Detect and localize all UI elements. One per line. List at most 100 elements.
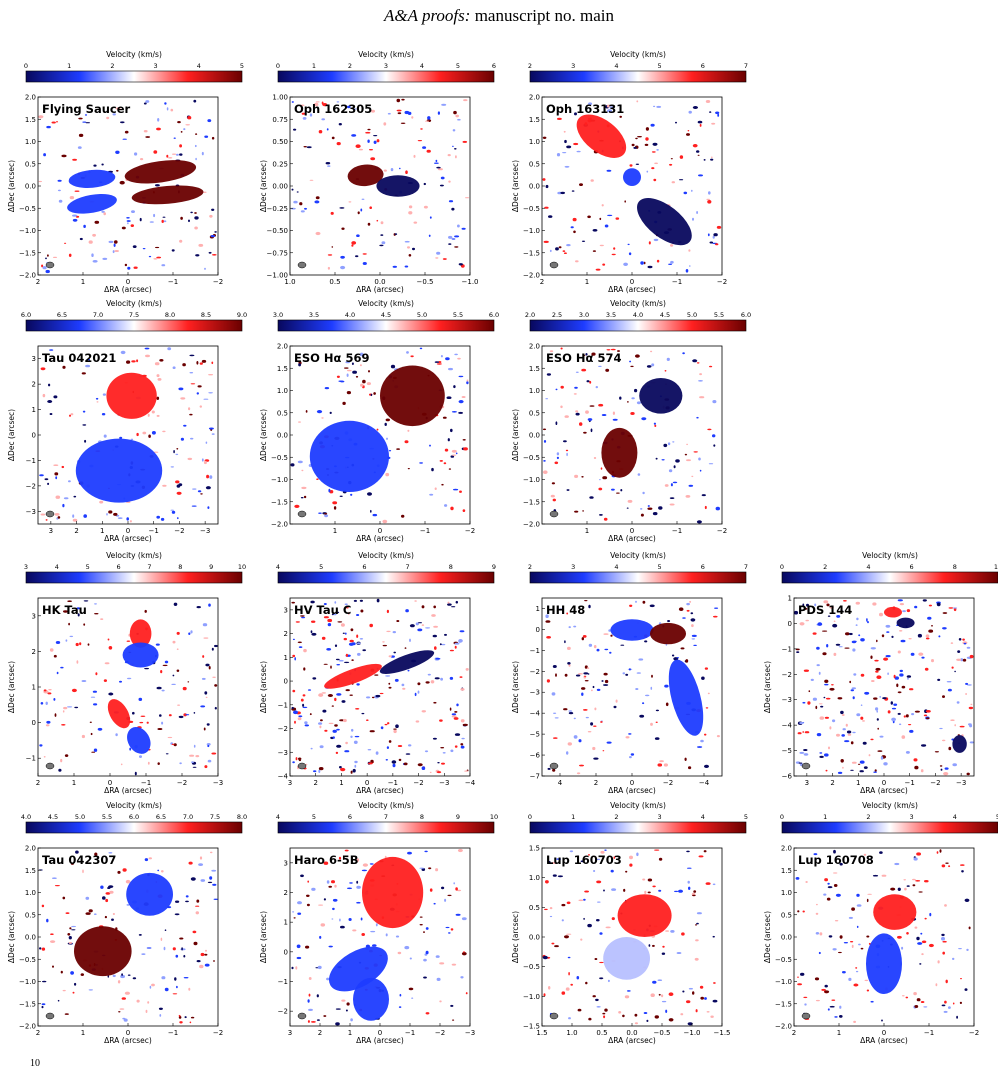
noise-speckle — [652, 944, 655, 947]
noise-speckle — [543, 993, 546, 997]
noise-speckle — [61, 724, 66, 726]
noise-speckle — [712, 235, 715, 239]
noise-speckle — [576, 772, 581, 775]
noise-speckle — [91, 253, 94, 257]
noise-speckle — [897, 887, 901, 891]
panel-title: Lup 160708 — [798, 853, 874, 867]
panel-title: Tau 042021 — [42, 351, 116, 365]
noise-speckle — [705, 882, 711, 885]
noise-speckle — [669, 497, 675, 499]
noise-speckle — [208, 374, 214, 376]
y-axis-label: ΔDec (arcsec) — [259, 661, 268, 713]
noise-speckle — [408, 744, 412, 747]
noise-speckle — [906, 609, 911, 613]
noise-speckle — [846, 730, 852, 734]
noise-speckle — [948, 746, 952, 751]
noise-speckle — [42, 393, 46, 398]
noise-speckle — [453, 488, 459, 491]
noise-speckle — [434, 162, 439, 164]
noise-speckle — [367, 749, 372, 751]
noise-speckle — [565, 449, 569, 452]
noise-speckle — [185, 124, 190, 126]
y-tick-label: 0.0 — [25, 183, 36, 191]
y-axis-label: ΔDec (arcsec) — [763, 661, 772, 713]
noise-speckle — [138, 697, 143, 702]
noise-speckle — [84, 114, 88, 116]
noise-speckle — [925, 717, 930, 720]
noise-speckle — [301, 486, 307, 490]
noise-speckle — [343, 718, 347, 723]
noise-speckle — [188, 987, 191, 991]
noise-speckle — [370, 157, 376, 161]
y-tick-label: 2.0 — [529, 343, 540, 351]
noise-speckle — [682, 352, 685, 355]
noise-speckle — [950, 642, 954, 644]
noise-speckle — [292, 689, 296, 693]
noise-speckle — [706, 1011, 710, 1013]
noise-speckle — [365, 131, 371, 134]
noise-speckle — [303, 667, 306, 671]
noise-speckle — [876, 639, 878, 643]
noise-speckle — [398, 1006, 402, 1008]
noise-speckle — [144, 609, 147, 613]
noise-speckle — [603, 684, 609, 686]
noise-speckle — [829, 605, 834, 609]
noise-speckle — [458, 411, 463, 414]
noise-speckle — [345, 653, 348, 657]
y-tick-label: −4 — [530, 710, 541, 718]
noise-speckle — [310, 600, 315, 604]
noise-speckle — [302, 117, 307, 120]
noise-speckle — [818, 951, 821, 955]
noise-speckle — [555, 247, 559, 251]
y-tick-label: 0.5 — [781, 911, 792, 919]
noise-speckle — [183, 954, 186, 958]
y-tick-label: 2.0 — [277, 343, 288, 351]
noise-speckle — [370, 393, 373, 397]
noise-speckle — [54, 713, 57, 717]
colorbar-tick: 0 — [780, 813, 784, 821]
noise-speckle — [396, 620, 400, 622]
noise-speckle — [427, 116, 431, 120]
noise-speckle — [417, 140, 423, 142]
noise-speckle — [302, 703, 305, 707]
noise-speckle — [131, 360, 136, 363]
noise-speckle — [647, 891, 651, 894]
noise-speckle — [120, 121, 125, 124]
noise-speckle — [145, 100, 150, 103]
noise-speckle — [185, 714, 190, 716]
noise-speckle — [356, 901, 361, 904]
noise-speckle — [76, 607, 81, 610]
noise-speckle — [870, 655, 873, 659]
noise-speckle — [708, 463, 714, 465]
noise-speckle — [701, 676, 705, 680]
beam-ellipse — [297, 1012, 307, 1020]
colorbar-label: Velocity (km/s) — [610, 801, 666, 810]
noise-speckle — [45, 519, 48, 521]
noise-speckle — [670, 244, 674, 247]
noise-speckle — [603, 633, 609, 635]
noise-speckle — [940, 768, 943, 771]
noise-speckle — [648, 944, 651, 947]
noise-speckle — [117, 870, 121, 874]
noise-speckle — [588, 854, 590, 856]
noise-speckle — [194, 216, 199, 220]
noise-speckle — [189, 754, 195, 757]
noise-speckle — [658, 889, 662, 892]
noise-speckle — [690, 618, 696, 622]
noise-speckle — [354, 764, 357, 768]
noise-speckle — [126, 677, 132, 680]
noise-speckle — [211, 647, 214, 651]
noise-speckle — [691, 638, 696, 640]
noise-speckle — [649, 604, 655, 608]
noise-speckle — [906, 932, 909, 935]
noise-speckle — [546, 373, 552, 376]
y-tick-label: 0.5 — [529, 409, 540, 417]
noise-speckle — [555, 388, 558, 391]
noise-speckle — [877, 750, 883, 752]
noise-speckle — [212, 883, 217, 886]
noise-speckle — [176, 153, 179, 156]
noise-speckle — [542, 178, 546, 181]
x-tick-label: 1 — [348, 1029, 352, 1037]
noise-speckle — [928, 943, 934, 948]
noise-speckle — [318, 722, 323, 725]
